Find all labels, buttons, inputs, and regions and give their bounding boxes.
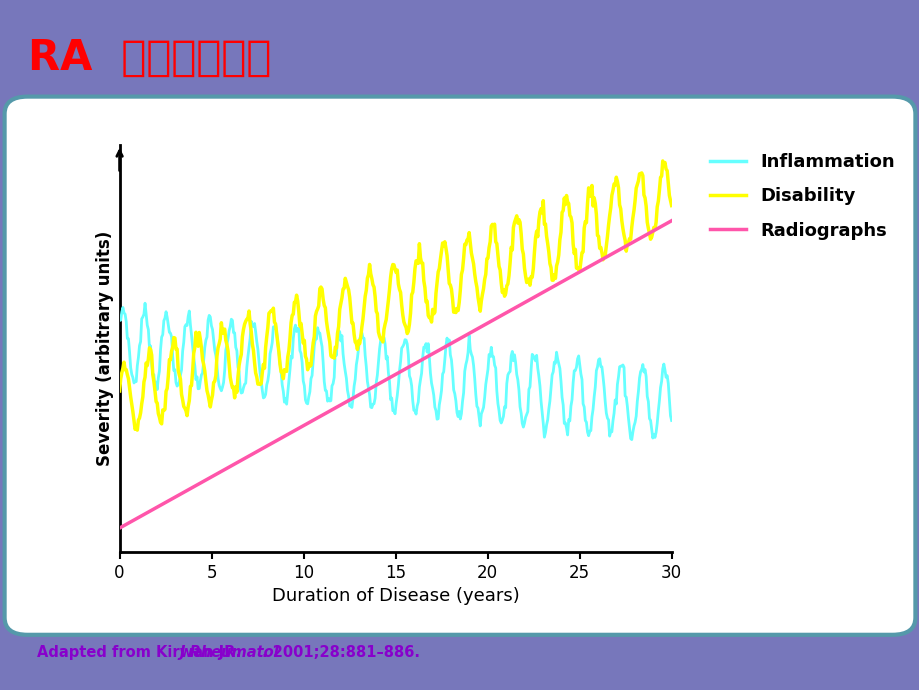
- Y-axis label: Severity (arbitrary units): Severity (arbitrary units): [96, 231, 114, 466]
- Legend: Inflammation, Disability, Radiographs: Inflammation, Disability, Radiographs: [702, 146, 902, 247]
- FancyBboxPatch shape: [5, 97, 914, 635]
- Text: Adapted from Kirwan JR.: Adapted from Kirwan JR.: [37, 644, 246, 660]
- Text: . 2001;28:881–886.: . 2001;28:881–886.: [262, 644, 420, 660]
- X-axis label: Duration of Disease (years): Duration of Disease (years): [271, 587, 519, 605]
- Text: J Rheumatol: J Rheumatol: [179, 644, 278, 660]
- Text: RA  病情进程特征: RA 病情进程特征: [28, 37, 271, 79]
